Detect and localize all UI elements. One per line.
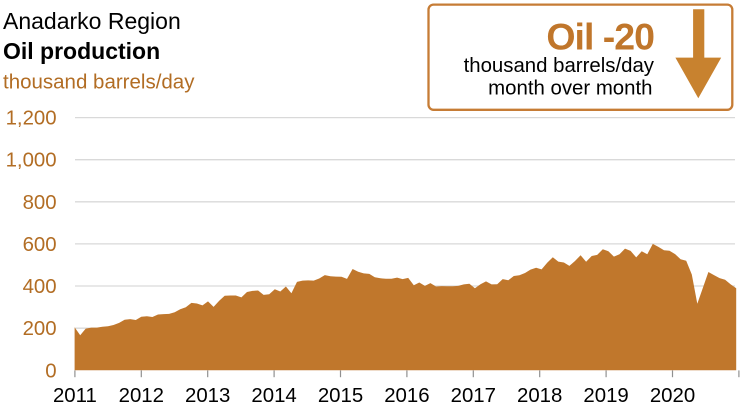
svg-text:1,000: 1,000 [6, 150, 57, 172]
svg-text:0: 0 [45, 360, 56, 382]
svg-text:2019: 2019 [583, 385, 628, 407]
svg-text:800: 800 [23, 192, 57, 214]
svg-text:2012: 2012 [119, 385, 164, 407]
svg-text:600: 600 [23, 234, 57, 256]
svg-text:2011: 2011 [53, 385, 97, 407]
svg-text:1,200: 1,200 [6, 108, 57, 130]
svg-text:month over month: month over month [488, 78, 652, 100]
svg-text:Oil -20: Oil -20 [546, 16, 654, 58]
svg-text:Anadarko Region: Anadarko Region [3, 8, 181, 34]
svg-text:400: 400 [23, 276, 57, 298]
svg-text:2015: 2015 [318, 385, 363, 407]
svg-text:thousand barrels/day: thousand barrels/day [3, 71, 195, 94]
svg-text:2016: 2016 [384, 385, 429, 407]
svg-text:thousand barrels/day: thousand barrels/day [464, 55, 655, 77]
svg-text:2020: 2020 [650, 385, 695, 407]
svg-text:2017: 2017 [451, 385, 496, 407]
svg-text:2018: 2018 [517, 385, 562, 407]
svg-text:2014: 2014 [251, 385, 296, 407]
svg-text:2013: 2013 [185, 385, 230, 407]
svg-text:Oil production: Oil production [3, 38, 160, 64]
svg-text:200: 200 [23, 318, 57, 340]
